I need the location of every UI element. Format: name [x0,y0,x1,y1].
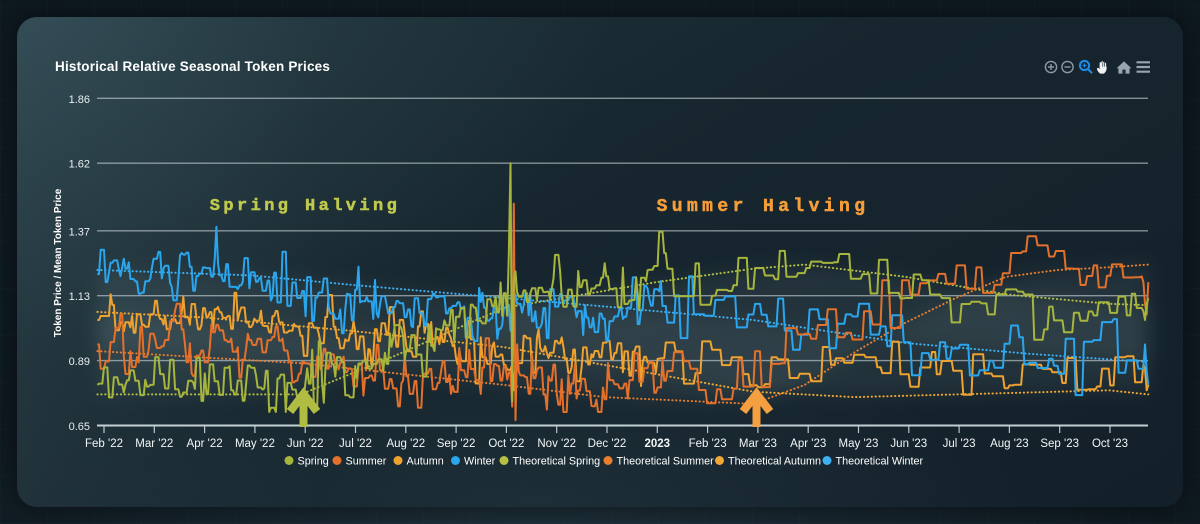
svg-text:1.37: 1.37 [69,226,90,238]
svg-text:1.86: 1.86 [69,94,90,106]
svg-text:Theoretical Spring: Theoretical Spring [513,456,601,468]
svg-text:Feb '22: Feb '22 [85,438,123,450]
svg-text:Aug '22: Aug '22 [386,438,425,450]
svg-text:Theoretical Autumn: Theoretical Autumn [728,456,821,468]
svg-text:Autumn: Autumn [407,456,444,468]
svg-text:Token Price / Mean Token Price: Token Price / Mean Token Price [53,188,64,337]
svg-text:Oct '22: Oct '22 [488,438,524,450]
svg-text:Jul '22: Jul '22 [339,438,372,450]
svg-text:0.89: 0.89 [69,356,90,368]
svg-text:Sep '22: Sep '22 [437,438,476,450]
svg-text:Winter: Winter [464,456,496,468]
svg-text:Summer: Summer [346,456,387,468]
svg-text:Summer Halving: Summer Halving [657,197,870,217]
svg-text:2023: 2023 [645,438,671,450]
svg-text:Jul '23: Jul '23 [943,438,976,450]
svg-text:Mar '23: Mar '23 [739,438,777,450]
svg-text:Dec '22: Dec '22 [588,438,627,450]
svg-text:0.65: 0.65 [69,421,90,433]
svg-text:Aug '23: Aug '23 [990,438,1029,450]
svg-text:Theoretical Summer: Theoretical Summer [617,456,715,468]
svg-text:May '23: May '23 [839,438,879,450]
svg-text:Nov '22: Nov '22 [537,438,576,450]
svg-text:Jun '22: Jun '22 [287,438,324,450]
svg-text:May '22: May '22 [235,438,275,450]
svg-text:Theoretical Winter: Theoretical Winter [836,456,924,468]
svg-text:Oct '23: Oct '23 [1092,438,1128,450]
svg-text:Spring: Spring [298,456,329,468]
svg-text:Mar '22: Mar '22 [135,438,173,450]
svg-text:Apr '23: Apr '23 [790,438,826,450]
svg-text:1.13: 1.13 [69,291,90,303]
svg-text:Apr '22: Apr '22 [187,438,223,450]
svg-text:Jun '23: Jun '23 [890,438,927,450]
svg-text:Spring Halving: Spring Halving [210,197,400,216]
svg-text:1.62: 1.62 [69,159,90,171]
svg-text:Sep '23: Sep '23 [1040,438,1079,450]
svg-text:Feb '23: Feb '23 [689,438,727,450]
